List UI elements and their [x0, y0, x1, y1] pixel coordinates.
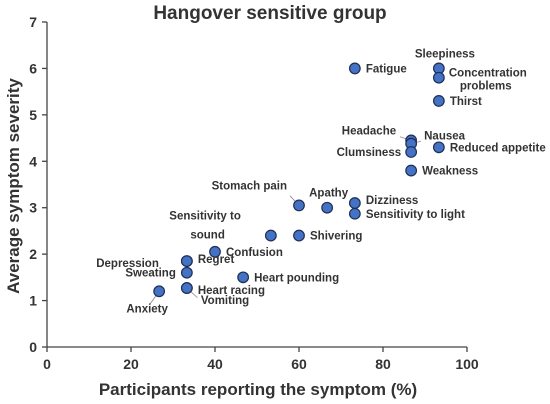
- point-label: Nausea: [424, 131, 466, 143]
- y-tick-label: 3: [29, 200, 37, 216]
- point-label: Concentration: [449, 68, 527, 80]
- data-point: Clumsiness: [337, 146, 418, 159]
- data-point: Sleepiness: [415, 48, 475, 75]
- point-marker: [293, 199, 305, 212]
- data-point: Weakness: [405, 164, 478, 178]
- point-label: Vomiting: [201, 295, 249, 307]
- point-label: Fatigue: [366, 63, 407, 75]
- data-point: Reduced appetite: [432, 141, 546, 154]
- data-point: Apathy: [309, 188, 349, 214]
- point-label: Apathy: [309, 188, 349, 200]
- data-point: Anxiety: [126, 285, 169, 315]
- point-label: Reduced appetite: [450, 142, 546, 154]
- point-marker: [293, 229, 305, 242]
- point-label: Dizziness: [366, 195, 418, 207]
- x-tick-label: 100: [455, 356, 479, 372]
- x-tick-label: 0: [43, 356, 51, 372]
- point-marker: [405, 146, 418, 158]
- point-marker: [348, 197, 361, 209]
- point-marker: [321, 201, 334, 214]
- point-label: problems: [460, 81, 512, 93]
- y-tick-label: 4: [29, 153, 37, 169]
- y-tick-label: 2: [29, 246, 37, 262]
- point-marker: [432, 95, 445, 107]
- data-point: Fatigue: [348, 62, 407, 75]
- y-tick-label: 6: [29, 60, 37, 76]
- point-label: Heart pounding: [254, 272, 339, 284]
- point-marker: [180, 255, 193, 268]
- data-point: Dizziness: [348, 195, 418, 209]
- point-label: Regret: [198, 254, 235, 266]
- point-label: Sensitivity to: [169, 211, 241, 223]
- point-label: Thirst: [450, 96, 482, 108]
- point-marker: [264, 229, 277, 242]
- point-marker: [432, 71, 445, 84]
- point-label: Heart racing: [198, 285, 265, 297]
- data-point: Stomach pain: [212, 180, 305, 212]
- point-marker: [432, 141, 445, 154]
- x-tick-label: 60: [291, 356, 307, 372]
- x-axis-title: Participants reporting the symptom (%): [99, 380, 417, 399]
- y-axis-title: Average symptom severity: [4, 78, 23, 294]
- data-point: Heart pounding: [237, 271, 339, 284]
- x-tick-label: 20: [123, 356, 139, 372]
- y-tick-label: 0: [29, 339, 37, 355]
- point-label: Sweating: [125, 268, 175, 280]
- point-marker: [348, 207, 361, 220]
- point-label: Sensitivity to light: [366, 209, 465, 221]
- data-point: Headache: [342, 125, 418, 147]
- point-marker: [180, 282, 193, 294]
- point-label: Anxiety: [126, 303, 168, 315]
- y-tick-label: 1: [29, 293, 37, 309]
- point-label: Clumsiness: [337, 147, 402, 159]
- data-point: Thirst: [432, 95, 482, 108]
- y-tick-label: 5: [29, 107, 37, 123]
- point-marker: [348, 62, 361, 75]
- y-tick-label: 7: [29, 14, 37, 30]
- point-label: Headache: [342, 125, 396, 137]
- x-tick-label: 80: [375, 356, 391, 372]
- point-label: Shivering: [310, 231, 362, 243]
- x-tick-label: 40: [207, 356, 223, 372]
- point-marker: [209, 245, 221, 258]
- point-label: Confusion: [226, 247, 283, 259]
- point-marker: [405, 164, 418, 177]
- axes: 0 20 40 60 80 100 0 1 2 3 4 5 6 7: [29, 14, 479, 372]
- data-point: Depression: [96, 255, 193, 270]
- data-point: Sweating: [125, 266, 193, 280]
- data-point: Vomiting: [180, 282, 249, 307]
- point-marker: [237, 271, 250, 284]
- data-point: Confusion: [209, 245, 283, 259]
- point-label: Stomach pain: [212, 180, 287, 192]
- chart-title: Hangover sensitive group: [153, 3, 386, 24]
- data-point: Sensitivity to light: [348, 207, 465, 221]
- data-point: Shivering: [293, 229, 362, 243]
- data-point: Sensitivity to sound: [169, 211, 277, 242]
- point-label: Sleepiness: [415, 48, 475, 60]
- point-marker: [180, 266, 193, 279]
- point-label: Depression: [96, 258, 159, 270]
- point-label: sound: [190, 230, 225, 242]
- point-label: Weakness: [422, 166, 478, 178]
- point-marker: [153, 285, 166, 298]
